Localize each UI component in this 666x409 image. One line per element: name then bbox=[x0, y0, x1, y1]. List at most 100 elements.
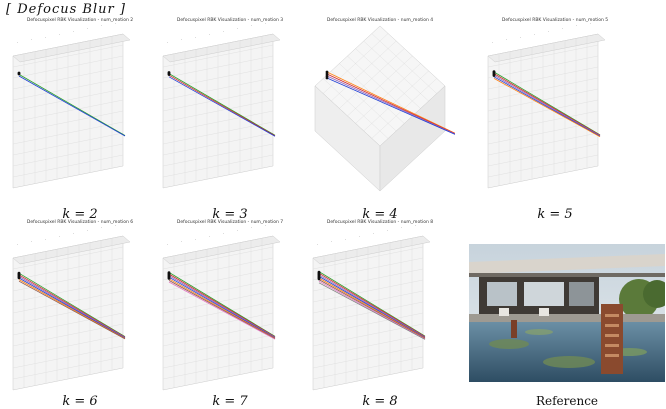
k-caption-text: k = 6 bbox=[62, 394, 98, 409]
svg-text:·: · bbox=[237, 229, 238, 233]
plot-axes bbox=[314, 25, 446, 192]
svg-text:·: · bbox=[345, 237, 346, 241]
kernel-start-point bbox=[325, 76, 329, 80]
kernel-line bbox=[168, 281, 276, 340]
kernel-line bbox=[168, 275, 276, 338]
kernel-start-point bbox=[325, 74, 329, 78]
kernel-line bbox=[318, 277, 426, 339]
svg-text:·: · bbox=[317, 243, 318, 247]
rbk-plot-panel: Defocuspixel RBK Visualization - num_mot… bbox=[155, 16, 305, 189]
svg-text:·: · bbox=[373, 232, 374, 236]
rbk-3d-plot: Defocuspixel RBK Visualization - num_mot… bbox=[162, 219, 283, 391]
svg-text:·: · bbox=[101, 24, 102, 28]
kernel-line bbox=[493, 71, 601, 136]
rbk-3d-plot: Defocuspixel RBK Visualization - num_mot… bbox=[314, 17, 455, 192]
kernel-line bbox=[168, 74, 276, 137]
svg-text:·: · bbox=[45, 35, 46, 39]
plot-title: Defocuspixel RBK Visualization - num_mot… bbox=[27, 17, 133, 23]
svg-text:·: · bbox=[265, 223, 266, 227]
svg-text:·: · bbox=[195, 237, 196, 241]
kernel-line bbox=[318, 272, 426, 337]
rbk-plot-panel: Defocuspixel RBK Visualization - num_mot… bbox=[305, 218, 455, 391]
kernel-line bbox=[493, 76, 601, 137]
svg-text:·: · bbox=[251, 226, 252, 230]
kernel-line bbox=[168, 280, 276, 340]
svg-text:·: · bbox=[520, 35, 521, 39]
reference-image bbox=[469, 244, 665, 382]
svg-text:·: · bbox=[562, 27, 563, 31]
kernel-start-point bbox=[17, 72, 21, 76]
svg-text:·: · bbox=[167, 243, 168, 247]
k-caption: k = 6 bbox=[5, 394, 155, 409]
kernel-start-point bbox=[17, 276, 21, 280]
kernel-line bbox=[493, 78, 601, 138]
svg-text:·: · bbox=[387, 229, 388, 233]
kernel-start-point bbox=[492, 74, 496, 77]
svg-text:·: · bbox=[31, 240, 32, 244]
kernel-line bbox=[318, 282, 426, 340]
kernel-line bbox=[168, 276, 276, 339]
rbk-plot-panel: Defocuspixel RBK Visualization - num_mot… bbox=[5, 16, 155, 189]
k-caption-text: k = 3 bbox=[212, 207, 248, 222]
k-caption-text: k = 5 bbox=[537, 207, 573, 222]
svg-text:·: · bbox=[115, 223, 116, 227]
svg-text:·: · bbox=[59, 235, 60, 239]
section-header: [ Defocus Blur ] bbox=[6, 2, 126, 17]
rbk-plot-panel: Defocuspixel RBK Visualization - num_mot… bbox=[155, 218, 305, 391]
kernel-line bbox=[318, 280, 426, 340]
k-caption: k = 2 bbox=[5, 207, 155, 222]
rbk-3d-plot: Defocuspixel RBK Visualization - num_mot… bbox=[162, 17, 283, 189]
k-caption: k = 5 bbox=[480, 207, 630, 222]
svg-text:·: · bbox=[209, 33, 210, 37]
kernel-line bbox=[318, 276, 426, 338]
kernel-line bbox=[168, 76, 276, 137]
svg-text:·: · bbox=[181, 38, 182, 42]
svg-text:·: · bbox=[87, 229, 88, 233]
svg-text:·: · bbox=[101, 226, 102, 230]
plot-title: Defocuspixel RBK Visualization - num_mot… bbox=[327, 219, 433, 225]
plot-title: Defocuspixel RBK Visualization - num_mot… bbox=[177, 219, 283, 225]
rbk-3d-plot: Defocuspixel RBK Visualization - num_mot… bbox=[12, 219, 133, 391]
svg-text:·: · bbox=[115, 21, 116, 25]
svg-text:·: · bbox=[223, 232, 224, 236]
kernel-start-point bbox=[325, 72, 329, 76]
k-caption: k = 8 bbox=[305, 394, 455, 409]
svg-text:·: · bbox=[265, 21, 266, 25]
k-caption-text: k = 2 bbox=[62, 207, 98, 222]
rbk-plot-panel: Defocuspixel RBK Visualization - num_mot… bbox=[305, 16, 455, 192]
svg-text:·: · bbox=[590, 21, 591, 25]
k-caption: k = 3 bbox=[155, 207, 305, 222]
svg-text:·: · bbox=[31, 38, 32, 42]
kernel-line bbox=[18, 280, 126, 340]
plot-title: Defocuspixel RBK Visualization - num_mot… bbox=[502, 17, 608, 23]
kernel-start-point bbox=[325, 70, 329, 74]
kernel-line bbox=[168, 73, 276, 136]
k-caption-text: k = 7 bbox=[212, 394, 248, 409]
svg-text:·: · bbox=[506, 38, 507, 42]
svg-text:·: · bbox=[359, 235, 360, 239]
kernel-line bbox=[326, 75, 455, 135]
svg-text:·: · bbox=[401, 226, 402, 230]
kernel-start-point bbox=[317, 277, 321, 281]
svg-text:·: · bbox=[59, 33, 60, 37]
svg-text:·: · bbox=[492, 41, 493, 45]
svg-text:·: · bbox=[251, 24, 252, 28]
k-caption-text: k = 8 bbox=[362, 394, 398, 409]
kernel-line bbox=[168, 278, 276, 339]
svg-text:·: · bbox=[181, 240, 182, 244]
kernel-line bbox=[18, 277, 126, 339]
rbk-plot-panel: Defocuspixel RBK Visualization - num_mot… bbox=[5, 218, 155, 391]
plot-axes: · · · · · · · · bbox=[312, 223, 431, 391]
svg-text:·: · bbox=[17, 243, 18, 247]
rbk-3d-plot: Defocuspixel RBK Visualization - num_mot… bbox=[12, 17, 133, 189]
kernel-start-point bbox=[167, 277, 171, 280]
svg-text:·: · bbox=[223, 30, 224, 34]
kernel-line bbox=[326, 71, 455, 134]
plot-axes: · · · · · · · · bbox=[162, 21, 281, 189]
plot-axes: · · · · · · · · bbox=[12, 21, 131, 189]
kernel-start-point bbox=[167, 73, 171, 76]
svg-text:·: · bbox=[237, 27, 238, 31]
svg-text:·: · bbox=[415, 223, 416, 227]
svg-text:·: · bbox=[548, 30, 549, 34]
svg-text:·: · bbox=[73, 232, 74, 236]
